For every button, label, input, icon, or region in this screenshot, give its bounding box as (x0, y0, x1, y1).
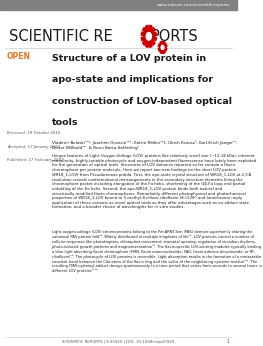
Text: Structure of a LOV protein in: Structure of a LOV protein in (52, 54, 206, 63)
Circle shape (161, 45, 164, 49)
Text: Unique features of Light-Oxygen-Voltage (LOV) proteins like relatively small siz: Unique features of Light-Oxygen-Voltage … (52, 154, 256, 209)
Text: apo-state and implications for: apo-state and implications for (52, 75, 213, 84)
Text: Vladimir Avloski¹²*, Joachim Granzin¹²*, Katrin Röllen¹²†, Ulrich Krauss³, Karl-: Vladimir Avloski¹²*, Joachim Granzin¹²*,… (52, 141, 238, 150)
Text: PORTS: PORTS (150, 29, 198, 44)
Circle shape (146, 33, 151, 40)
Polygon shape (141, 25, 156, 47)
Text: Light-oxygen-voltage (LOV) chromoproteins belong to the Per-ARNT-Sim (PAS) domai: Light-oxygen-voltage (LOV) chromoprotein… (52, 230, 262, 273)
Text: SCIENTIFIC REPORTS | 6:25920 | DOI: 10.1038/srep25920: SCIENTIFIC REPORTS | 6:25920 | DOI: 10.1… (62, 340, 175, 344)
Text: OPEN: OPEN (7, 52, 31, 61)
Text: tools: tools (52, 118, 79, 127)
Text: 1: 1 (227, 339, 230, 344)
Text: Accepted: 17 January 2017: Accepted: 17 January 2017 (7, 145, 60, 149)
Bar (0, 0, 237, 10)
Text: Published: 17 February 2017: Published: 17 February 2017 (7, 158, 64, 162)
Text: construction of LOV-based optical: construction of LOV-based optical (52, 97, 232, 106)
Text: SCIENTIFIC RE: SCIENTIFIC RE (9, 29, 113, 44)
Text: Received: 19 October 2016: Received: 19 October 2016 (7, 131, 60, 136)
Polygon shape (158, 41, 167, 54)
Text: www.nature.com/scientificreports: www.nature.com/scientificreports (157, 3, 230, 7)
